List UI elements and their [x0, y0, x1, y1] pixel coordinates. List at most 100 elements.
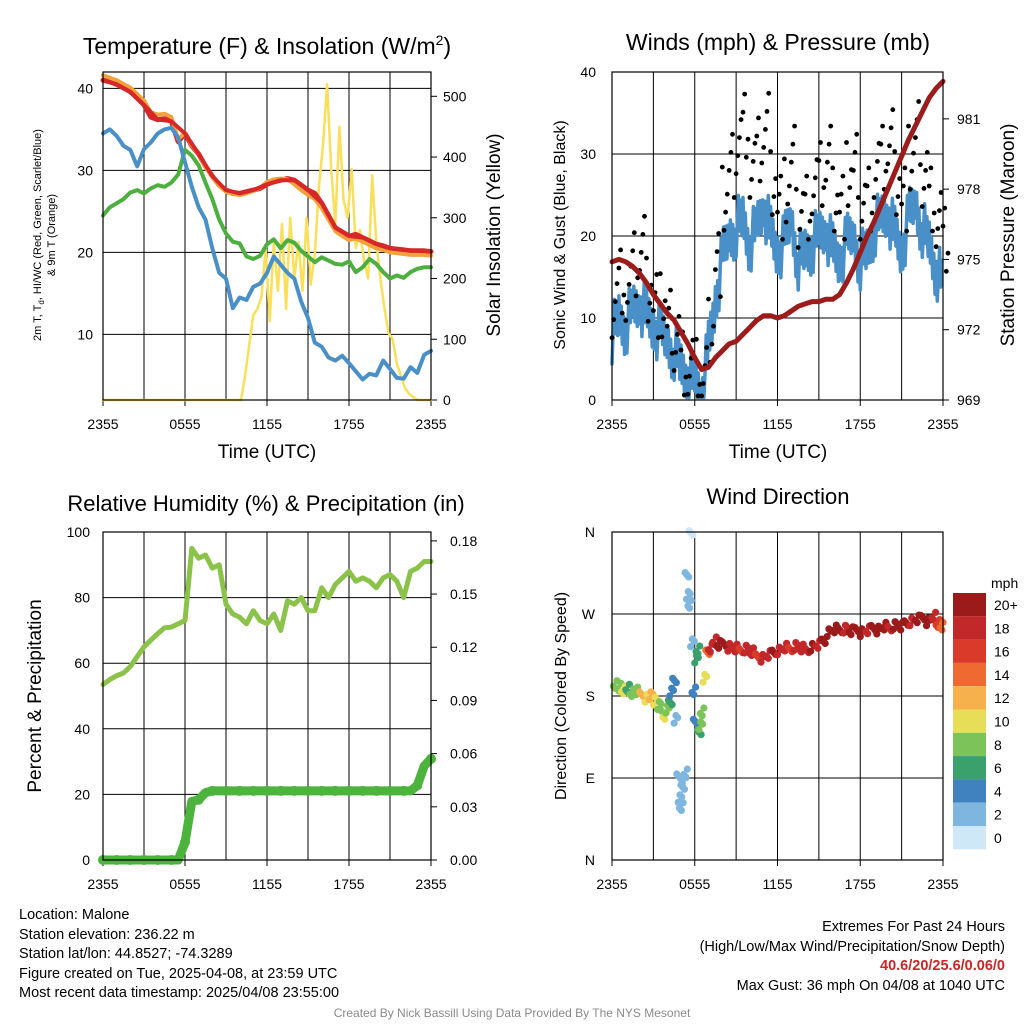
direction-point — [645, 695, 653, 704]
x-tick-label: 1155 — [762, 416, 792, 432]
credit-line: Created By Nick Bassill Using Data Provi… — [333, 1006, 691, 1020]
direction-point — [740, 649, 749, 657]
gust-point — [825, 159, 830, 165]
direction-point — [823, 633, 831, 641]
x-tick-label: 1155 — [762, 876, 792, 892]
gust-point — [866, 165, 872, 171]
y-tick-label: 0 — [588, 392, 596, 408]
gust-point — [687, 373, 692, 379]
gust-point — [802, 191, 808, 197]
plot-frame — [102, 531, 432, 861]
temperature-left-label-2: & 9m T (Orange) — [46, 194, 58, 276]
gust-point — [880, 123, 885, 129]
gust-point — [633, 293, 639, 299]
series-line — [101, 125, 433, 382]
legend-swatch — [953, 662, 986, 687]
direction-point — [690, 637, 698, 645]
meteogram-figure: Temperature (F) & Insolation (W/m2) 2m T… — [25, 29, 1019, 892]
precip-point — [398, 785, 409, 796]
gust-point — [806, 236, 811, 242]
y2-tick-label: 0.09 — [450, 692, 477, 708]
direction-point — [677, 806, 686, 815]
direction-point — [678, 793, 686, 801]
legend-label: 8 — [994, 737, 1002, 753]
gust-point — [625, 300, 630, 305]
y-tick-label: N — [585, 524, 595, 540]
direction-point — [687, 596, 696, 605]
y2-tick-label: 972 — [957, 322, 981, 338]
legend-swatch — [953, 802, 986, 826]
gust-point — [883, 168, 889, 174]
gust-point — [695, 393, 701, 399]
precip-point — [303, 785, 313, 796]
y2-tick-label: 100 — [443, 331, 467, 347]
gust-point — [785, 201, 791, 207]
x-tick-label: 2355 — [87, 876, 118, 892]
gust-point — [671, 368, 677, 373]
y-tick-label: 20 — [74, 786, 90, 802]
direction-point — [662, 709, 670, 717]
gust-point — [713, 267, 718, 272]
humidity-line — [100, 545, 434, 687]
gust-point — [859, 218, 865, 224]
gust-point — [811, 193, 816, 199]
gust-point — [771, 194, 777, 200]
gust-point — [662, 298, 668, 304]
temperature-title: Temperature (F) & Insolation (W/m2) — [83, 32, 451, 59]
gust-point — [780, 236, 785, 242]
direction-point — [757, 658, 765, 666]
winds-title: Winds (mph) & Pressure (mb) — [626, 29, 930, 55]
gust-point — [704, 345, 709, 350]
gust-point — [887, 143, 892, 149]
gust-point — [833, 210, 839, 216]
gust-point — [630, 248, 636, 254]
precip-point — [262, 785, 272, 796]
direction-point — [689, 531, 697, 539]
direction-point — [649, 701, 658, 709]
gust-point — [897, 176, 903, 182]
gust-point — [655, 335, 661, 341]
recent-timestamp: Most recent data timestamp: 2025/04/08 2… — [19, 985, 340, 1001]
gust-point — [618, 247, 623, 253]
winds-x-label: Time (UTC) — [729, 442, 828, 463]
y2-tick-label: 975 — [957, 251, 981, 267]
gust-point — [885, 161, 891, 167]
direction-point — [672, 679, 680, 687]
direction-point — [744, 643, 752, 652]
gust-point — [743, 154, 749, 160]
gust-point — [612, 299, 618, 304]
direction-point — [698, 712, 706, 720]
x-tick-label: 2355 — [927, 876, 958, 892]
gust-point — [906, 123, 911, 129]
precip-point — [180, 837, 190, 848]
extremes-values: 40.6/20/25.6/0.06/0 — [880, 958, 1005, 974]
gust-point — [916, 99, 922, 104]
gust-point — [666, 305, 672, 311]
gust-point — [669, 350, 675, 356]
legend-label: 16 — [994, 644, 1010, 660]
direction-point — [913, 619, 921, 627]
gust-point — [888, 125, 894, 131]
gust-point — [871, 195, 877, 200]
humidity-title: Relative Humidity (%) & Precipitation (i… — [67, 491, 464, 516]
precip-point — [221, 785, 231, 796]
y2-tick-label: 978 — [957, 181, 981, 197]
direction-point — [764, 654, 772, 662]
gust-point — [718, 294, 723, 300]
gust-point — [716, 231, 722, 236]
x-tick-label: 1755 — [845, 416, 876, 432]
legend-swatch — [953, 756, 986, 780]
y2-tick-label: 200 — [443, 271, 467, 287]
y2-tick-label: 0.03 — [450, 799, 477, 815]
legend-label: 10 — [994, 714, 1010, 730]
gust-point — [728, 150, 734, 155]
winds-right-label: Station Pressure (Maroon) — [998, 124, 1019, 347]
gust-point — [673, 350, 679, 355]
gust-point — [724, 191, 730, 197]
y-tick-label: 0 — [82, 852, 90, 868]
gust-point — [797, 227, 803, 232]
gust-point — [902, 165, 908, 171]
legend-label: 20+ — [994, 597, 1018, 613]
extremes-box: Extremes For Past 24 Hours (High/Low/Max… — [700, 918, 1005, 996]
gust-point — [826, 141, 832, 147]
